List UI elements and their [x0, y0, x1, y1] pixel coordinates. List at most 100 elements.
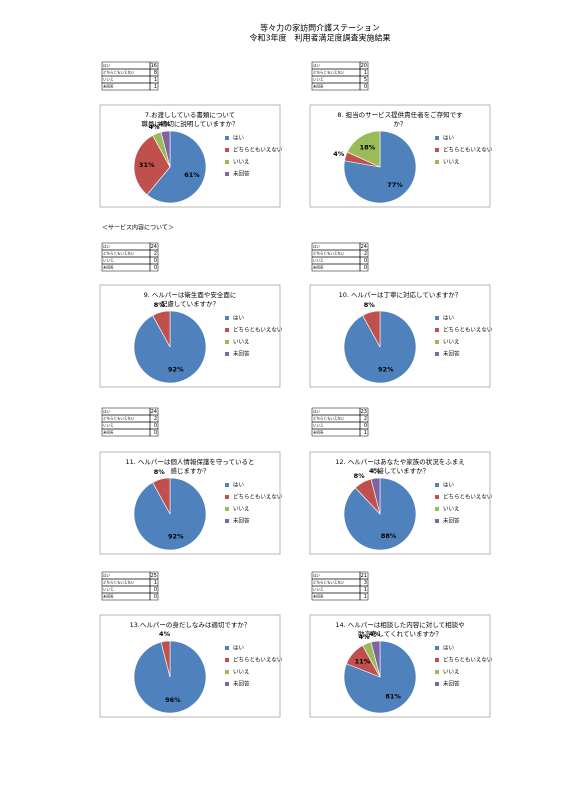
- table-value: 1: [154, 77, 157, 83]
- table-value: 0: [154, 587, 157, 593]
- pie-slice: [346, 130, 381, 168]
- pie-slice: [362, 310, 381, 348]
- table-value: 1: [364, 587, 367, 593]
- legend-swatch: [435, 160, 439, 164]
- slice-label: 8%: [154, 301, 166, 309]
- table-value: 1: [154, 84, 157, 90]
- pie-slice: [152, 477, 171, 515]
- table-value: 2: [364, 251, 367, 257]
- slice-label: 4%: [369, 630, 381, 638]
- table-label: いいえ: [103, 423, 114, 428]
- table-label: どちらともいえない: [103, 251, 135, 256]
- slice-label: 96%: [165, 696, 181, 704]
- chart-title: か？: [394, 120, 407, 128]
- legend-label: 未回答: [233, 170, 250, 178]
- legend-label: どちらともいえない: [233, 326, 283, 334]
- table-value: 8: [154, 70, 157, 76]
- table-value: 0: [154, 258, 157, 264]
- legend-label: 未回答: [443, 680, 460, 688]
- legend-label: はい: [233, 315, 245, 322]
- legend-label: いいえ: [443, 339, 460, 346]
- table-value: 1: [364, 70, 367, 76]
- table-label: はい: [103, 244, 110, 249]
- table-cell: [149, 592, 159, 601]
- slice-label: 8%: [154, 468, 166, 476]
- legend-label: どちらともいえない: [233, 656, 283, 664]
- chart-title: 12. ヘルパーはあなたや家族の状況をふまえ: [335, 457, 464, 466]
- legend-swatch: [225, 646, 229, 650]
- pie-slice: [343, 130, 417, 204]
- legend-label: はい: [233, 482, 245, 489]
- legend-label: いいえ: [233, 159, 250, 166]
- legend-swatch: [225, 352, 229, 356]
- legend-swatch: [435, 670, 439, 674]
- legend-label: どちらともいえない: [443, 656, 493, 664]
- slice-label: 4%: [149, 123, 161, 131]
- legend-label: いいえ: [233, 339, 250, 346]
- slice-label: 4%: [369, 467, 381, 475]
- chart-title: 助言をしてくれていますか？: [358, 629, 442, 638]
- chart-title: 9. ヘルパーは衛生面や安全面に: [144, 290, 237, 299]
- table-label: いいえ: [313, 77, 324, 82]
- table-label: 未回答: [313, 430, 324, 435]
- table-cell: [149, 82, 159, 91]
- pie-slice: [370, 640, 381, 678]
- chart-title: 11. ヘルパーは個人情報保護を守っていると: [125, 457, 254, 466]
- table-value: 1: [364, 594, 367, 600]
- legend-label: 未回答: [233, 517, 250, 525]
- table-label: はい: [313, 573, 321, 578]
- table-value: 21: [361, 573, 367, 579]
- legend-swatch: [435, 316, 439, 320]
- chart-title: 配慮していますか？: [161, 299, 219, 308]
- legend-swatch: [225, 328, 229, 332]
- page-subtitle: 令和3年度 利用者満足度調査実施結果: [249, 33, 390, 43]
- legend-swatch: [435, 507, 439, 511]
- pie-slice: [152, 310, 171, 348]
- table-label: いいえ: [103, 587, 114, 592]
- legend-swatch: [435, 328, 439, 332]
- legend-label: いいえ: [443, 669, 460, 676]
- legend-swatch: [225, 172, 229, 176]
- table-value: 20: [361, 63, 367, 69]
- legend-label: はい: [233, 135, 245, 142]
- table-label: どちらともいえない: [313, 70, 345, 75]
- table-label: 未回答: [313, 594, 324, 599]
- table-value: 24: [151, 409, 157, 415]
- legend-swatch: [225, 148, 229, 152]
- chart-title: 7.お渡ししている書類について: [145, 110, 235, 119]
- page-title: 等々力の家訪問介護ステーション: [260, 23, 380, 33]
- table-label: どちらともいえない: [103, 416, 135, 421]
- table-value: 0: [154, 430, 157, 436]
- table-label: どちらともいえない: [103, 580, 135, 585]
- chart-title: 10. ヘルパーは丁寧に対応していますか？: [339, 290, 462, 299]
- legend-swatch: [435, 148, 439, 152]
- table-value: 0: [364, 84, 367, 90]
- slice-label: 11%: [355, 658, 371, 666]
- legend-swatch: [435, 519, 439, 523]
- chart-title: て接していますか？: [371, 466, 429, 475]
- legend-swatch: [225, 519, 229, 523]
- slice-label: 18%: [360, 143, 376, 151]
- legend-swatch: [435, 483, 439, 487]
- legend-label: どちらともいえない: [443, 493, 493, 501]
- table-label: 未回答: [313, 84, 324, 89]
- table-cell: [359, 263, 369, 272]
- table-label: どちらともいえない: [313, 416, 345, 421]
- table-value: 5: [364, 77, 367, 83]
- pie-slice: [146, 130, 207, 204]
- legend-label: どちらともいえない: [233, 146, 283, 154]
- table-label: いいえ: [313, 587, 324, 592]
- table-label: はい: [103, 573, 110, 578]
- table-label: いいえ: [313, 423, 324, 428]
- slice-label: 61%: [184, 171, 200, 179]
- table-value: 0: [154, 423, 157, 429]
- legend-label: はい: [443, 135, 455, 142]
- section-note: ＜サービス内容について＞: [102, 224, 174, 232]
- slice-label: 81%: [385, 692, 401, 700]
- table-label: どちらともいえない: [313, 580, 345, 585]
- legend-swatch: [435, 340, 439, 344]
- table-value: 0: [364, 258, 367, 264]
- table-label: はい: [313, 409, 321, 414]
- table-value: 2: [154, 416, 157, 422]
